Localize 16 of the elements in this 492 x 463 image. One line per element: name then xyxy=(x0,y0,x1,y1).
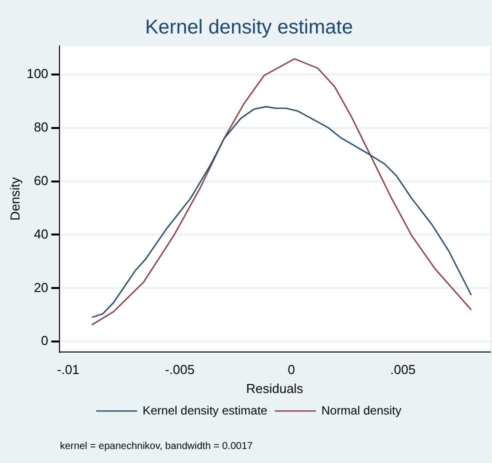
y-axis-title: Density xyxy=(7,176,22,221)
x-tick-label: .005 xyxy=(390,362,416,378)
text: kernel = epanechnikov, bandwidth = 0.0017 xyxy=(60,441,254,452)
y-tick-label: 100 xyxy=(26,66,48,81)
x-axis-title: Residuals xyxy=(246,380,304,396)
y-tick-label: 60 xyxy=(34,172,48,188)
legend-label: Normal density xyxy=(321,403,402,418)
y-tick-label: 0 xyxy=(41,333,48,348)
x-tick-label: 0 xyxy=(288,362,295,378)
legend-label: Kernel density estimate xyxy=(142,403,268,418)
x-tick-label: -.01 xyxy=(57,362,80,378)
y-tick-label: 80 xyxy=(34,119,48,134)
y-tick-label: 20 xyxy=(34,280,48,295)
y-tick-label: 40 xyxy=(34,226,48,242)
x-tick-label: -.005 xyxy=(164,362,195,378)
chart-title: Kernel density estimate xyxy=(145,16,353,39)
